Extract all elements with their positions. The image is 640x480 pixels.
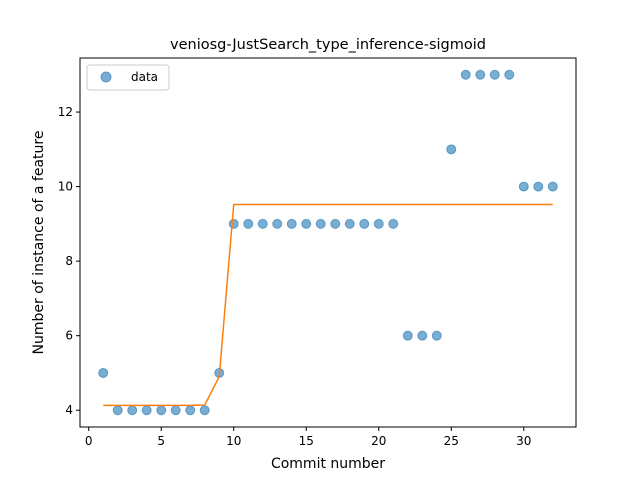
data-point bbox=[431, 330, 442, 341]
plot-frame bbox=[79, 57, 577, 428]
x-axis-label: Commit number bbox=[271, 456, 385, 472]
y-axis-label: Number of instance of a feature bbox=[31, 131, 47, 355]
y-tick-label: 4 bbox=[65, 403, 73, 417]
data-point bbox=[228, 218, 239, 229]
data-point bbox=[141, 405, 152, 416]
y-tick-label: 10 bbox=[58, 180, 73, 194]
data-point bbox=[446, 144, 457, 155]
data-point bbox=[286, 218, 297, 229]
data-point bbox=[243, 218, 254, 229]
legend-marker bbox=[100, 71, 112, 83]
x-tick-label: 0 bbox=[85, 434, 93, 448]
data-point bbox=[199, 405, 210, 416]
data-point bbox=[330, 218, 341, 229]
x-tick-label: 25 bbox=[444, 434, 459, 448]
data-point bbox=[518, 181, 529, 192]
data-point bbox=[98, 367, 109, 378]
x-axis-ticks: 0 5 10 15 20 25 30 bbox=[85, 427, 531, 448]
data-point bbox=[344, 218, 355, 229]
legend-box bbox=[86, 64, 170, 91]
data-point bbox=[257, 218, 268, 229]
x-tick-label: 30 bbox=[516, 434, 531, 448]
fit-line bbox=[103, 203, 553, 407]
x-tick-label: 5 bbox=[157, 434, 165, 448]
data-point bbox=[417, 330, 428, 341]
data-point bbox=[112, 405, 123, 416]
data-point bbox=[359, 218, 370, 229]
data-point bbox=[315, 218, 326, 229]
x-tick-label: 20 bbox=[371, 434, 386, 448]
legend-label: data bbox=[131, 70, 158, 84]
y-tick-label: 6 bbox=[65, 329, 73, 343]
x-tick-label: 10 bbox=[226, 434, 241, 448]
data-point bbox=[373, 218, 384, 229]
y-axis-ticks: 4 6 8 10 12 bbox=[58, 105, 80, 417]
plot-area bbox=[98, 69, 558, 416]
y-tick-label: 8 bbox=[65, 254, 73, 268]
data-point bbox=[402, 330, 413, 341]
data-point bbox=[489, 69, 500, 80]
legend: data bbox=[86, 64, 170, 91]
y-tick-label: 12 bbox=[58, 105, 73, 119]
data-point bbox=[272, 218, 283, 229]
data-point bbox=[475, 69, 486, 80]
data-point bbox=[547, 181, 558, 192]
data-point bbox=[460, 69, 471, 80]
data-point bbox=[504, 69, 515, 80]
data-point bbox=[388, 218, 399, 229]
data-point bbox=[185, 405, 196, 416]
data-point bbox=[170, 405, 181, 416]
chart-title: veniosg-JustSearch_type_inference-sigmoi… bbox=[170, 37, 486, 53]
data-point bbox=[127, 405, 138, 416]
data-point bbox=[301, 218, 312, 229]
data-point bbox=[156, 405, 167, 416]
data-point bbox=[533, 181, 544, 192]
x-tick-label: 15 bbox=[299, 434, 314, 448]
